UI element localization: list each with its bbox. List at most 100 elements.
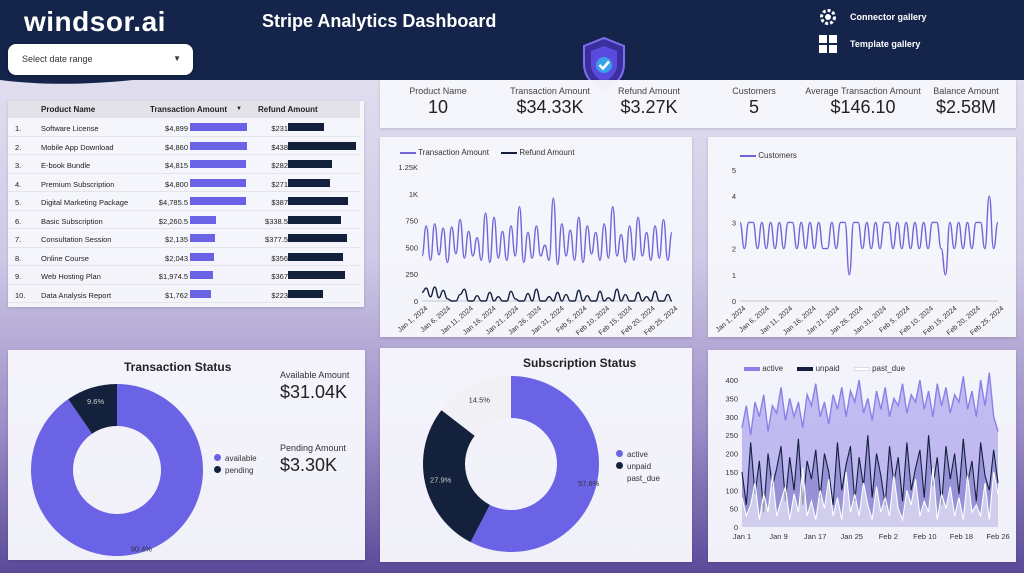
legend-swatch-active	[744, 366, 760, 371]
refund-bar	[288, 271, 345, 279]
x-tick-label: Jan 17	[804, 532, 827, 541]
table-row[interactable]: 2. Mobile App Download $4,860 $438	[8, 137, 360, 155]
legend-pending: pending	[225, 466, 254, 475]
row-transaction-amount: $4,860	[165, 142, 188, 152]
x-tick-label: Feb 26	[986, 532, 1009, 541]
row-transaction-amount: $2,043	[165, 253, 188, 263]
subscription-status-title: Subscription Status	[523, 356, 637, 370]
row-rank: 7.	[15, 235, 22, 244]
table-row[interactable]: 7. Consultation Session $2,135 $377.5	[8, 229, 360, 248]
table-row[interactable]: 4. Premium Subscription $4,800 $271	[8, 174, 360, 192]
header-wave	[0, 0, 1024, 84]
customers-chart: Customers 5 4 3 2 1 0 Jan 1, 2024 Jan 6, 2024 Ja…	[708, 137, 1016, 337]
refund-bar	[288, 178, 331, 187]
row-transaction-amount: $4,800	[165, 179, 188, 189]
row-transaction-amount: $2,135	[165, 235, 188, 244]
y-tick-label: 250	[405, 270, 418, 279]
transaction-bar	[190, 271, 213, 279]
table-row[interactable]: 8. Online Course $2,043 $356	[8, 248, 360, 266]
x-tick-label: Jan 9	[769, 532, 787, 541]
template-gallery-label: Template gallery	[850, 39, 921, 49]
area-line-active	[741, 372, 999, 436]
kpi-label: Customers	[732, 86, 776, 96]
refund-bar	[288, 123, 324, 131]
available-value: $31.04K	[280, 382, 348, 402]
transaction-bar	[190, 197, 246, 205]
kpi-value: $146.10	[830, 97, 896, 117]
series-line	[421, 197, 673, 266]
legend-item-past-due: past_due	[616, 474, 660, 483]
donut-value-label: 27.9%	[430, 475, 452, 484]
legend-active: active	[762, 364, 784, 373]
legend-swatch-unpaid	[797, 366, 814, 371]
windsor-logo[interactable]: windsor.ai	[24, 6, 166, 37]
kpi-label: Balance Amount	[933, 86, 999, 96]
table-row[interactable]: 9. Web Hosting Plan $1,974.5 $367	[8, 266, 360, 285]
legend-past-due: past_due	[872, 364, 906, 373]
shield-check-icon	[583, 36, 625, 92]
table-row[interactable]: 6. Basic Subscription $2,260.5 $338.5	[8, 211, 360, 229]
x-tick-label: Jan 25	[840, 532, 863, 541]
series-line	[739, 195, 999, 276]
table-row[interactable]: 1. Software License $4,899 $231	[8, 118, 360, 137]
y-tick-label: 350	[725, 394, 738, 403]
y-tick-label: 1K	[409, 190, 418, 199]
template-gallery-link[interactable]: Template gallery	[818, 34, 920, 54]
table-row[interactable]: 5. Digital Marketing Package $4,785.5 $387	[8, 192, 360, 211]
subscription-status-panel: Subscription Status 57.6% 27.9% 14.5% acti…	[380, 348, 692, 562]
transaction-bar	[190, 215, 217, 224]
y-tick-label: 50	[730, 505, 738, 514]
kpi-value: $3.27K	[620, 97, 678, 117]
row-rank: 3.	[15, 161, 22, 170]
pending-label: Pending Amount	[280, 443, 347, 453]
y-tick-label: 0	[734, 523, 738, 532]
kpi-label: Refund Amount	[617, 86, 681, 96]
row-transaction-amount: $4,815	[165, 161, 188, 170]
product-table: Product Name Transaction Amount ▼ Refund…	[8, 101, 364, 307]
transaction-status-donut: 90.4% 9.6%	[30, 384, 204, 556]
row-transaction-amount: $4,785.5	[158, 198, 188, 207]
refund-bar	[288, 160, 332, 168]
col-product-name[interactable]: Product Name	[41, 105, 96, 114]
y-tick-label: 250	[725, 431, 738, 440]
refund-bar	[288, 141, 356, 150]
row-product-name: Basic Subscription	[41, 216, 103, 226]
legend-item-pending: pending	[214, 466, 257, 475]
row-refund-amount: $338.5	[265, 216, 288, 226]
row-rank: 10.	[15, 290, 26, 300]
legend-available: available	[225, 454, 257, 463]
row-refund-amount: $282	[271, 161, 288, 170]
col-transaction-amount[interactable]: Transaction Amount	[150, 105, 228, 114]
refund-bar	[288, 252, 344, 261]
row-refund-amount: $231	[271, 124, 288, 133]
donut-slice	[68, 384, 117, 434]
table-row[interactable]: 3. E-book Bundle $4,815 $282	[8, 155, 360, 174]
table-row[interactable]: 10. Data Analysis Report $1,762 $223	[8, 285, 360, 303]
sort-desc-icon[interactable]: ▼	[236, 106, 242, 112]
donut-value-label: 14.5%	[469, 395, 491, 404]
row-product-name: Consultation Session	[41, 235, 112, 244]
pie-legend: active unpaid past_due	[616, 450, 660, 483]
row-product-name: Web Hosting Plan	[41, 272, 101, 281]
y-tick-label: 1.25K	[398, 163, 418, 172]
y-tick-label: 4	[732, 192, 736, 201]
row-rank: 6.	[15, 216, 22, 226]
date-range-select[interactable]: Select date range ▼	[8, 44, 193, 75]
kpi-balance-amount: Balance Amount $2.58M	[930, 86, 1002, 118]
connector-gallery-link[interactable]: Connector gallery	[818, 7, 927, 27]
legend-item-available: available	[214, 454, 257, 463]
chart-legend: active unpaid past_due	[744, 364, 905, 373]
row-rank: 8.	[15, 253, 22, 263]
y-tick-label: 2	[732, 245, 736, 254]
row-product-name: Premium Subscription	[41, 179, 115, 189]
legend-customers: Customers	[758, 151, 797, 160]
y-tick-label: 500	[405, 243, 418, 252]
y-tick-label: 5	[732, 166, 736, 175]
row-product-name: Software License	[41, 124, 99, 133]
grid-icon	[819, 35, 837, 53]
col-refund-amount[interactable]: Refund Amount	[258, 105, 318, 114]
legend-unpaid: unpaid	[815, 364, 840, 373]
row-refund-amount: $387	[271, 198, 288, 207]
row-product-name: Digital Marketing Package	[41, 198, 129, 207]
